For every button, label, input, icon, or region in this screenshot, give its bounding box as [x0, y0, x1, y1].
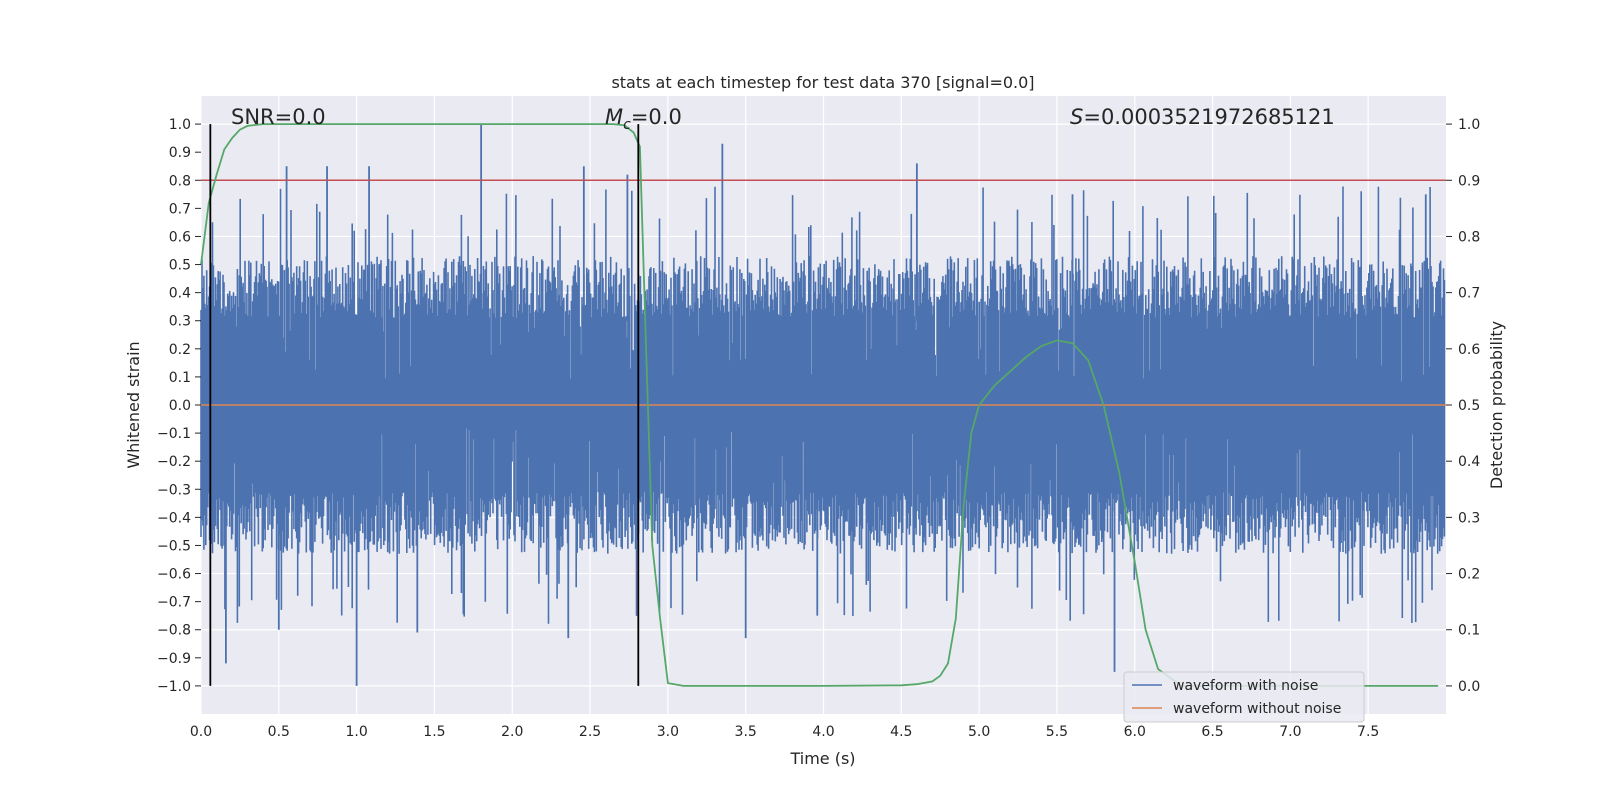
y-tick-label-left: −0.7	[157, 595, 191, 611]
y-tick-label-left: 0.6	[169, 229, 191, 245]
x-axis-label: Time (s)	[789, 749, 855, 768]
y-tick-label-left: −0.4	[157, 510, 191, 526]
y-axis-left: 1.0 0.9 0.8 0.7 0.6 0.5 0.4 0.3 0.2 0.1 0.0 −0.1 −0.…	[157, 117, 201, 695]
s-annotation: S=0.0003521972685121	[1070, 105, 1335, 129]
y-tick-label-left: 1.0	[169, 117, 191, 133]
x-tick-label: 0.0	[190, 724, 212, 740]
x-tick-label: 2.5	[579, 724, 601, 740]
y-tick-label-right: 0.0	[1458, 679, 1480, 695]
vertical-markers	[209, 124, 640, 686]
x-tick-label: 6.5	[1201, 724, 1223, 740]
y-tick-label-right: 0.6	[1458, 342, 1480, 358]
y-tick-label-right: 0.4	[1458, 454, 1480, 470]
chart-title: stats at each timestep for test data 370…	[611, 73, 1034, 92]
y-tick-label-right: 0.2	[1458, 567, 1480, 583]
x-tick-label: 2.0	[501, 724, 523, 740]
y-tick-label-left: −0.3	[157, 482, 191, 498]
noise-series	[200, 124, 1446, 686]
y-tick-label-left: 0.2	[169, 342, 191, 358]
y-tick-label-left: −0.6	[157, 567, 191, 583]
legend-box	[1123, 671, 1365, 723]
x-tick-label: 6.0	[1124, 724, 1146, 740]
x-tick-label: 4.5	[890, 724, 912, 740]
legend-label-clean: waveform without noise	[1173, 701, 1341, 717]
y-axis-right-label: Detection probability	[1487, 321, 1506, 489]
probability-line	[200, 123, 1439, 687]
y-tick-label-right: 0.5	[1458, 398, 1480, 414]
x-tick-label: 3.5	[735, 724, 757, 740]
y-tick-label-right: 0.9	[1458, 173, 1480, 189]
y-tick-label-right: 0.1	[1458, 623, 1480, 639]
y-axis-right: 1.0 0.9 0.8 0.7 0.6 0.5 0.4 0.3 0.2 0.1 0.0	[1446, 117, 1480, 695]
y-tick-label-left: 0.1	[169, 370, 191, 386]
chirp-mass-annotation: Mc=0.0	[605, 105, 682, 133]
noise-trace	[200, 186, 1446, 624]
y-tick-label-right: 0.8	[1458, 229, 1480, 245]
y-tick-label-left: 0.9	[169, 145, 191, 161]
x-tick-label: 5.5	[1046, 724, 1068, 740]
y-tick-label-right: 0.3	[1458, 510, 1480, 526]
x-tick-label: 0.5	[268, 724, 290, 740]
y-tick-label-left: 0.7	[169, 201, 191, 217]
y-tick-label-left: −0.5	[157, 538, 191, 554]
y-tick-label-right: 0.7	[1458, 286, 1480, 302]
y-tick-label-left: −0.9	[157, 651, 191, 667]
y-tick-label-left: −0.1	[157, 426, 191, 442]
x-tick-label: 7.0	[1279, 724, 1301, 740]
x-tick-label: 4.0	[812, 724, 834, 740]
y-tick-label-right: 1.0	[1458, 117, 1480, 133]
y-axis-left-label: Whitened strain	[124, 341, 143, 468]
y-tick-label-left: 0.5	[169, 258, 191, 274]
legend-label-noise: waveform with noise	[1173, 678, 1318, 694]
y-tick-label-left: −1.0	[157, 679, 191, 695]
x-tick-label: 1.0	[345, 724, 367, 740]
y-tick-label-left: −0.2	[157, 454, 191, 470]
x-axis: 0.0 0.5 1.0 1.5 2.0 2.5 3.0 3.5 4.0 4.5 5.0 5.5 6.0 6…	[190, 724, 1379, 740]
snr-annotation: SNR=0.0	[231, 105, 326, 129]
x-tick-label: 5.0	[968, 724, 990, 740]
y-tick-label-left: −0.8	[157, 623, 191, 639]
y-tick-label-left: 0.8	[169, 173, 191, 189]
y-tick-label-left: 0.0	[169, 398, 191, 414]
legend: waveform with noise waveform without noi…	[1123, 671, 1365, 723]
y-tick-label-left: 0.4	[169, 286, 191, 302]
x-tick-label: 7.5	[1357, 724, 1379, 740]
x-tick-label: 1.5	[423, 724, 445, 740]
x-tick-label: 3.0	[657, 724, 679, 740]
y-tick-label-left: 0.3	[169, 314, 191, 330]
